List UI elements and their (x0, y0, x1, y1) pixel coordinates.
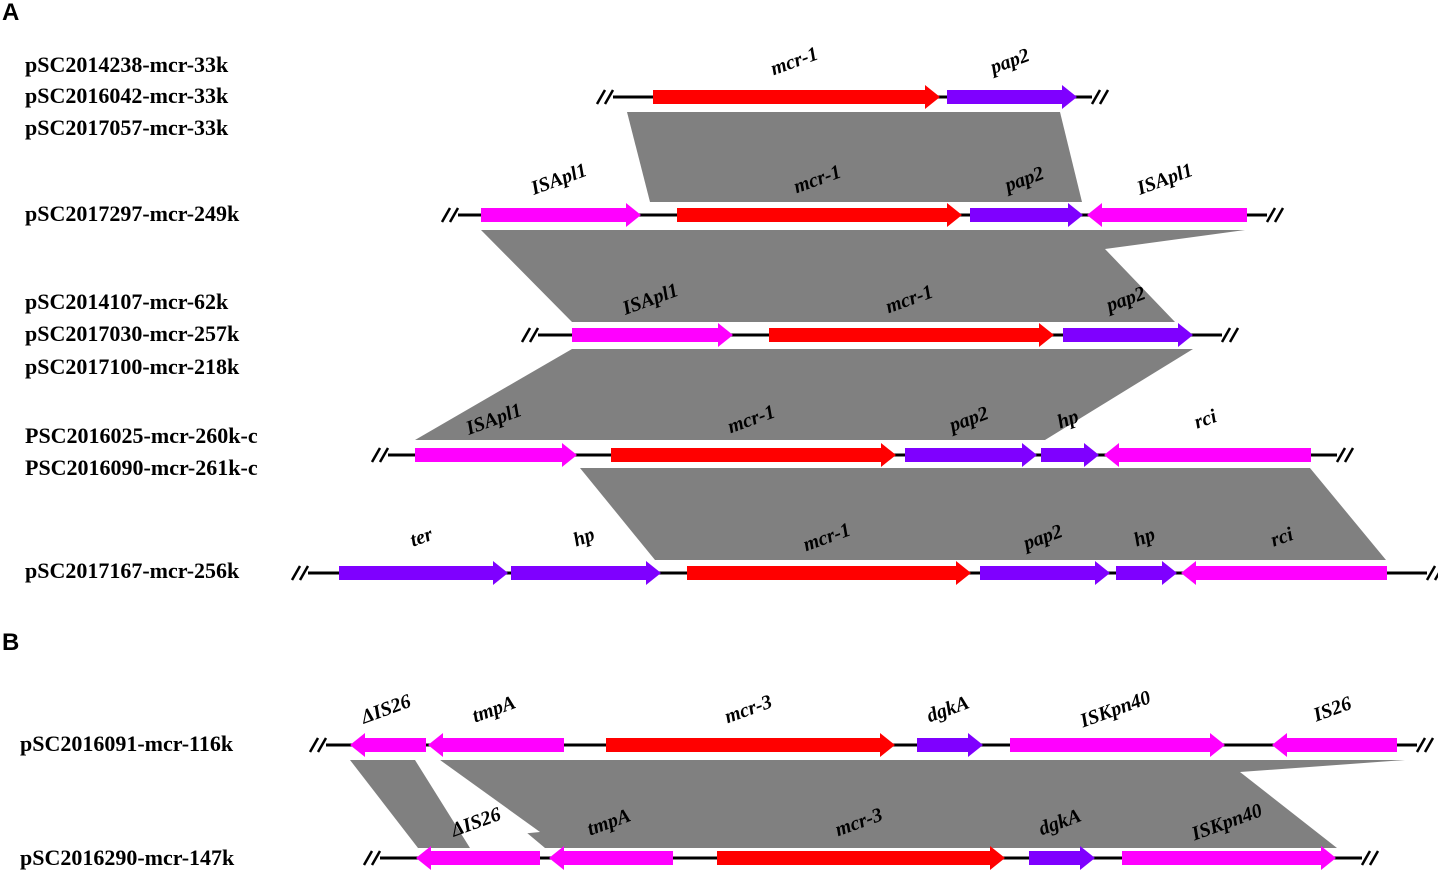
plasmid-name: pSC2016042-mcr-33k (25, 83, 229, 108)
gene-arrow (416, 846, 540, 870)
gene-arrow (917, 733, 983, 757)
gene-label: mcr-1 (768, 43, 821, 80)
panel-letter: B (2, 629, 19, 656)
plasmid-name: pSC2014107-mcr-62k (25, 289, 229, 314)
gene-label: tmpA (469, 691, 518, 727)
break-mark (378, 447, 390, 463)
gene-arrow (1041, 443, 1099, 467)
break-mark (362, 850, 374, 866)
plasmid-name: pSC2017100-mcr-218k (25, 354, 240, 379)
gene-arrow (1010, 733, 1225, 757)
gene-arrow (653, 85, 940, 109)
break-mark (1425, 565, 1437, 581)
break-mark (1090, 89, 1102, 105)
gene-arrow (970, 203, 1083, 227)
gene-arrow (606, 733, 895, 757)
gene-arrow (415, 443, 577, 467)
break-mark (1368, 850, 1380, 866)
plasmid-name: pSC2017057-mcr-33k (25, 115, 229, 140)
panel-letter: A (2, 0, 19, 26)
break-mark (1228, 327, 1240, 343)
homology-region (627, 112, 1082, 202)
gene-label: ISKpn40 (1076, 686, 1153, 732)
gene-arrow (481, 203, 641, 227)
break-mark (316, 737, 328, 753)
gene-label: pap2 (986, 44, 1033, 79)
gene-arrow (687, 561, 971, 585)
break-mark (370, 850, 382, 866)
gene-arrow (947, 85, 1077, 109)
gene-arrow (611, 443, 896, 467)
gene-arrow (572, 323, 733, 347)
homology-region (350, 760, 470, 848)
gene-label: ISApl1 (527, 159, 590, 200)
break-mark (603, 89, 615, 105)
gene-arrow (1122, 846, 1336, 870)
gene-arrow (1272, 733, 1397, 757)
gene-label: ΔIS26 (357, 690, 414, 729)
break-mark (1360, 850, 1372, 866)
break-mark (1423, 737, 1435, 753)
break-mark (1220, 327, 1232, 343)
break-mark (520, 327, 532, 343)
break-mark (448, 207, 460, 223)
gene-arrow (1087, 203, 1247, 227)
homology-region (580, 468, 1386, 560)
plasmid-name: pSC2016290-mcr-147k (20, 845, 235, 870)
break-mark (308, 737, 320, 753)
break-mark (1335, 447, 1347, 463)
plasmid-name: pSC2017297-mcr-249k (25, 201, 240, 226)
homology-layer (350, 112, 1405, 848)
gene-arrow (511, 561, 661, 585)
gene-arrow (717, 846, 1005, 870)
break-mark (1433, 572, 1438, 581)
plasmid-name: PSC2016090-mcr-261k-c (25, 455, 258, 480)
break-mark (1415, 737, 1427, 753)
gene-arrow (350, 733, 426, 757)
break-mark (290, 565, 302, 581)
gene-arrow (677, 203, 962, 227)
gene-label: ISApl1 (1133, 159, 1196, 200)
gene-arrow (339, 561, 508, 585)
gene-label: hp (570, 523, 597, 551)
gene-label: dgkA (924, 692, 972, 727)
break-mark (370, 447, 382, 463)
gene-arrow (769, 323, 1054, 347)
gene-arrow (1029, 846, 1095, 870)
homology-region (440, 760, 1405, 848)
gene-arrow (1063, 323, 1193, 347)
gene-label: IS26 (1309, 692, 1354, 726)
plasmid-name: pSC2017030-mcr-257k (25, 321, 240, 346)
plasmid-name: pSC2016091-mcr-116k (20, 731, 234, 756)
gene-arrow (1181, 561, 1387, 585)
break-mark (440, 207, 452, 223)
gene-arrow (1116, 561, 1177, 585)
homology-region (415, 349, 1193, 440)
plasmid-name: pSC2014238-mcr-33k (25, 52, 229, 77)
plasmid-name: PSC2016025-mcr-260k-c (25, 423, 258, 448)
gene-arrow (905, 443, 1037, 467)
gene-arrow (549, 846, 673, 870)
homology-gap (418, 760, 540, 838)
break-mark (1265, 207, 1277, 223)
break-mark (1273, 207, 1285, 223)
gene-arrow (980, 561, 1110, 585)
break-mark (595, 89, 607, 105)
break-mark (1098, 89, 1110, 105)
break-mark (528, 327, 540, 343)
gene-label: mcr-3 (722, 691, 775, 728)
gene-label: rci (1191, 405, 1220, 433)
gene-arrow (428, 733, 564, 757)
homology-region (481, 230, 1245, 322)
gene-label: ter (407, 523, 436, 551)
plasmid-name: pSC2017167-mcr-256k (25, 558, 240, 583)
gene-arrow (1104, 443, 1311, 467)
break-mark (1343, 447, 1355, 463)
break-mark (298, 565, 310, 581)
